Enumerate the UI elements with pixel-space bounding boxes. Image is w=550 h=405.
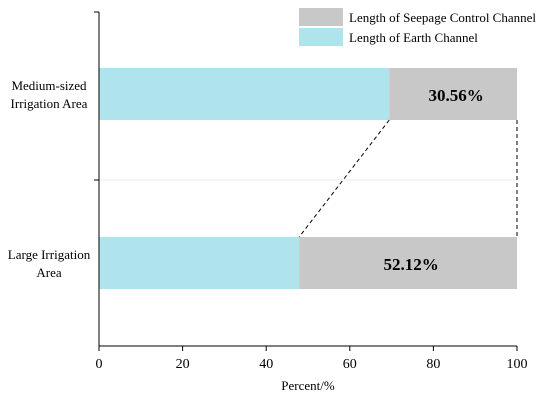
x-tick-label-0: 0	[96, 357, 103, 372]
category-label-0-1: Irrigation Area	[11, 96, 88, 111]
legend-label-0: Length of Seepage Control Channel	[349, 10, 536, 25]
x-tick-label-5: 100	[507, 357, 528, 372]
legend-swatch-1	[299, 28, 343, 46]
bars-group: 30.56% 52.12%	[99, 68, 517, 289]
x-tick-label-3: 60	[343, 357, 357, 372]
axes-group: Medium-sized Irrigation Area Large Irrigat…	[8, 11, 528, 372]
bar-seepage-0	[389, 68, 517, 120]
category-label-0-0: Medium-sized	[11, 78, 87, 93]
bar-earth-1	[99, 237, 300, 289]
bar-seepage-1	[299, 237, 517, 289]
connector-line-left	[298, 119, 390, 238]
category-label-1-1: Area	[36, 265, 61, 280]
data-label-1: 52.12%	[383, 255, 438, 274]
legend: Length of Seepage Control Channel Length …	[299, 8, 536, 46]
x-tick-label-2: 40	[259, 357, 273, 372]
data-label-0: 30.56%	[429, 86, 484, 105]
connector-lines	[298, 119, 518, 238]
x-tick-label-1: 20	[176, 357, 190, 372]
bar-earth-0	[99, 68, 390, 120]
x-tick-label-4: 80	[426, 357, 440, 372]
legend-label-1: Length of Earth Channel	[349, 30, 478, 45]
legend-swatch-0	[299, 8, 343, 26]
x-axis-label: Percent/%	[281, 378, 335, 393]
category-label-1-0: Large Irrigation	[8, 247, 91, 262]
